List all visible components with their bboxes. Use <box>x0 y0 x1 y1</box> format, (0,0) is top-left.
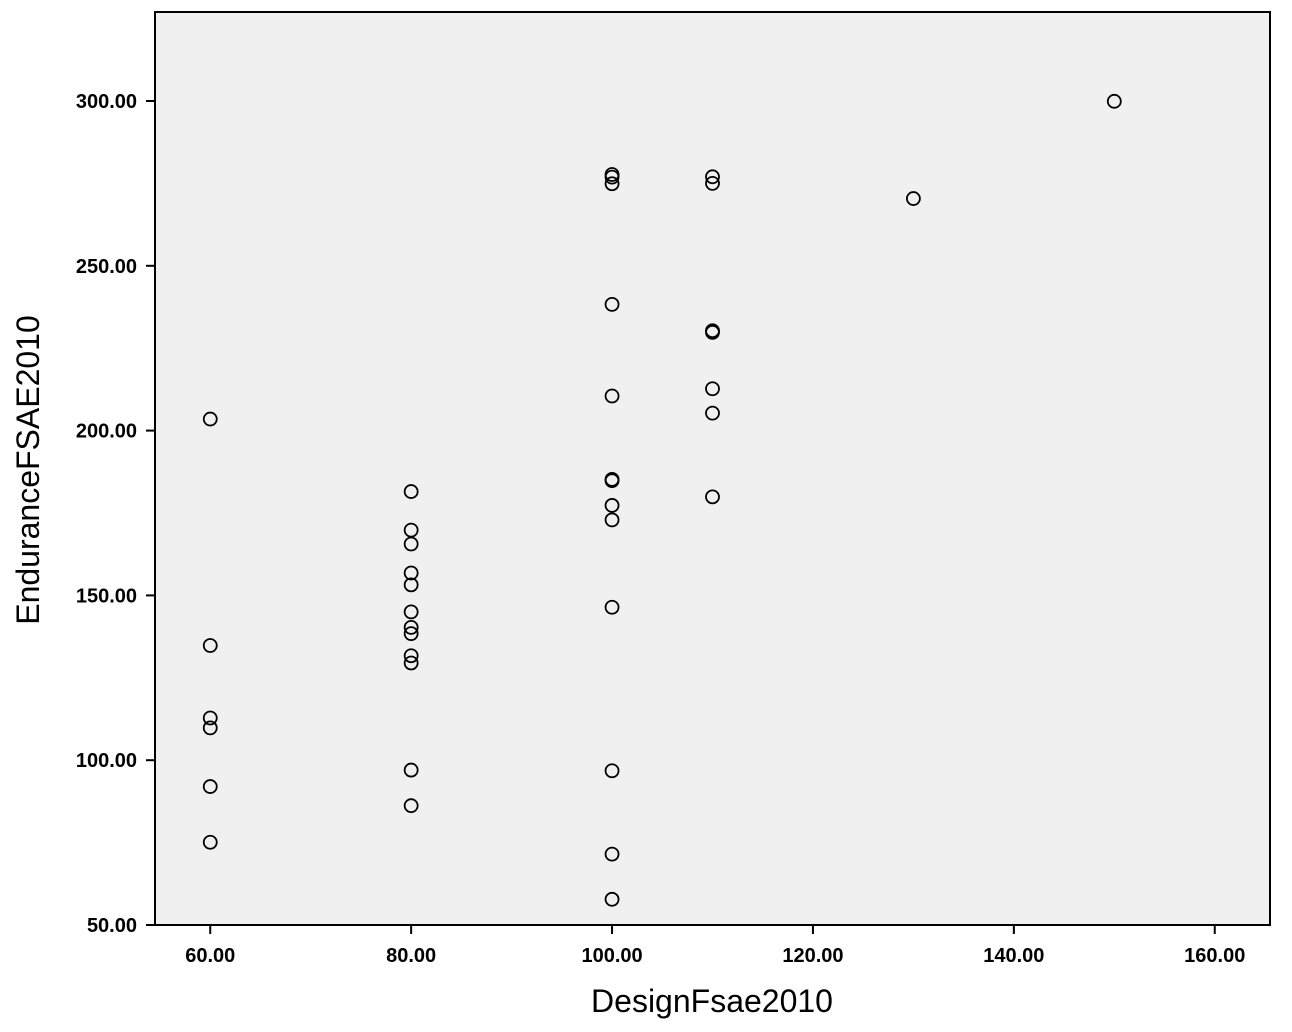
data-point <box>604 296 620 312</box>
data-point <box>202 411 218 427</box>
data-point <box>604 763 620 779</box>
y-tick-label: 100.00 <box>76 750 137 772</box>
data-point <box>403 619 419 635</box>
data-point <box>202 779 218 794</box>
plot-background <box>155 12 1270 925</box>
data-point <box>202 710 218 726</box>
data-point <box>403 626 419 642</box>
y-tick-label: 250.00 <box>76 256 137 278</box>
x-tick-label: 100.00 <box>581 945 642 967</box>
data-point <box>604 512 620 528</box>
data-point <box>202 834 218 850</box>
x-tick-label: 60.00 <box>185 945 235 967</box>
data-point <box>705 405 720 421</box>
x-tick-label: 140.00 <box>983 945 1044 967</box>
data-point <box>604 169 620 185</box>
data-point <box>604 388 620 404</box>
data-point <box>403 648 419 664</box>
data-point <box>604 599 620 615</box>
data-point <box>403 536 419 552</box>
x-axis-ticks: 60.00 80.00 100.00 120.00 140.00 160.00 <box>185 925 1245 967</box>
x-tick-label: 160.00 <box>1184 945 1245 967</box>
data-point <box>403 565 419 581</box>
data-point <box>604 846 620 862</box>
data-point <box>705 489 720 505</box>
data-points <box>202 93 1122 907</box>
x-axis-title: DesignFsae2010 <box>591 983 833 1019</box>
data-point <box>403 762 419 778</box>
data-point <box>403 577 419 593</box>
y-axis-title: EnduranceFSAE2010 <box>10 315 46 625</box>
plot-frame <box>154 11 1271 926</box>
data-point <box>705 381 720 397</box>
data-point <box>604 498 620 513</box>
data-point <box>604 176 620 192</box>
data-point <box>403 798 419 814</box>
data-point <box>1106 93 1122 109</box>
data-point <box>906 191 921 206</box>
y-tick-label: 50.00 <box>87 915 137 937</box>
x-tick-label: 80.00 <box>386 945 436 967</box>
data-point <box>202 720 218 736</box>
y-axis-ticks: 50.00 100.00 150.00 200.00 250.00 300.00 <box>76 91 155 937</box>
data-point <box>403 655 419 671</box>
data-point <box>202 638 218 653</box>
data-point <box>705 324 720 340</box>
data-point <box>705 175 720 191</box>
data-point <box>403 484 419 499</box>
data-point <box>604 473 620 489</box>
x-tick-label: 120.00 <box>782 945 843 967</box>
y-tick-label: 150.00 <box>76 585 137 607</box>
data-point <box>705 169 720 185</box>
data-point <box>604 891 620 907</box>
data-point <box>403 604 419 620</box>
y-tick-label: 300.00 <box>76 91 137 113</box>
y-tick-label: 200.00 <box>76 421 137 443</box>
